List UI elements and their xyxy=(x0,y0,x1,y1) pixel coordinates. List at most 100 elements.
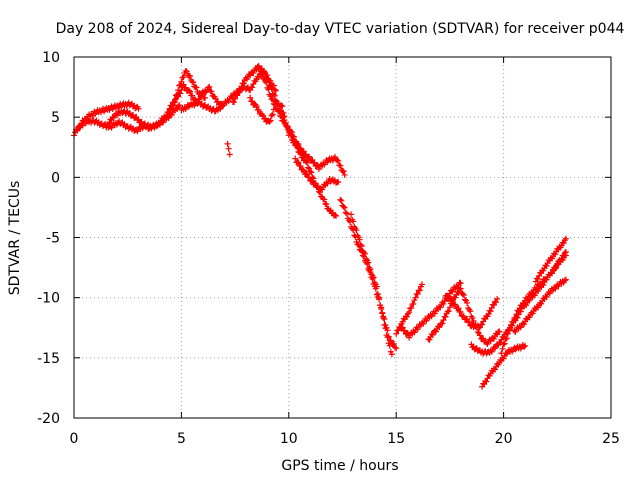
data-point xyxy=(226,151,233,158)
data-point xyxy=(308,169,315,176)
data-point xyxy=(289,129,296,136)
data-point xyxy=(365,259,372,266)
data-point xyxy=(135,116,142,123)
data-point xyxy=(476,332,483,339)
data-point xyxy=(502,336,509,343)
series-arc-4 xyxy=(167,81,226,112)
data-point xyxy=(135,105,142,112)
data-point xyxy=(105,122,112,129)
data-point xyxy=(302,158,309,165)
data-point xyxy=(324,180,331,187)
data-point xyxy=(543,294,550,301)
data-point xyxy=(524,296,531,303)
data-point xyxy=(494,331,501,338)
data-point xyxy=(500,355,507,362)
data-point xyxy=(174,105,181,112)
data-point xyxy=(319,186,326,193)
data-point xyxy=(498,350,505,357)
data-point xyxy=(503,335,510,342)
data-point xyxy=(232,95,239,102)
x-tick-label: 20 xyxy=(495,431,513,447)
data-point xyxy=(388,351,395,358)
data-point xyxy=(175,93,182,100)
data-point xyxy=(406,309,413,316)
data-point xyxy=(439,320,446,327)
series-arc-22 xyxy=(511,276,569,335)
data-point xyxy=(356,236,363,243)
data-point xyxy=(384,334,391,341)
data-point xyxy=(508,322,515,329)
data-point xyxy=(493,299,500,306)
data-point xyxy=(308,177,315,184)
data-point xyxy=(380,314,387,321)
data-point xyxy=(449,297,456,304)
data-point xyxy=(178,86,185,93)
data-point xyxy=(521,321,528,328)
data-point xyxy=(280,109,287,116)
y-tick-label: 5 xyxy=(51,110,60,126)
data-point xyxy=(466,319,473,326)
data-point xyxy=(186,88,193,95)
data-point xyxy=(494,295,501,302)
series-arc-16 xyxy=(397,279,464,341)
data-point xyxy=(464,299,471,306)
data-point xyxy=(348,211,355,218)
data-point xyxy=(452,301,459,308)
data-point xyxy=(186,73,193,80)
axes xyxy=(73,56,612,419)
data-point xyxy=(480,335,487,342)
data-point xyxy=(292,155,299,162)
series-arc-6 xyxy=(224,140,233,158)
data-point xyxy=(358,243,365,250)
data-point xyxy=(467,308,474,315)
data-point xyxy=(374,290,381,297)
data-point xyxy=(338,197,345,204)
data-point xyxy=(381,316,388,323)
data-point xyxy=(305,164,312,171)
data-point xyxy=(189,92,196,99)
data-point xyxy=(307,168,314,175)
data-point xyxy=(208,88,215,95)
data-point xyxy=(264,72,271,79)
data-point xyxy=(401,327,408,334)
data-point xyxy=(445,308,452,315)
data-point xyxy=(304,159,311,166)
data-point xyxy=(543,263,550,270)
data-point xyxy=(271,86,278,93)
data-point xyxy=(297,145,304,152)
data-point xyxy=(464,316,471,323)
data-point xyxy=(278,113,285,120)
data-point xyxy=(276,108,283,115)
data-point xyxy=(500,341,507,348)
data-point xyxy=(182,84,189,91)
series-arc-18 xyxy=(442,292,501,331)
data-point xyxy=(282,120,289,127)
data-point xyxy=(460,313,467,320)
data-point xyxy=(253,103,260,110)
y-axis-label: SDTVAR / TECUs xyxy=(7,181,23,296)
data-point xyxy=(266,118,273,125)
data-point xyxy=(249,98,256,105)
data-point xyxy=(255,107,262,114)
y-tick-label: -10 xyxy=(37,291,60,307)
data-point xyxy=(538,300,545,307)
data-point xyxy=(247,94,254,101)
data-point xyxy=(552,251,559,258)
data-point xyxy=(279,103,286,110)
data-point xyxy=(455,305,462,312)
data-point xyxy=(393,330,400,337)
data-point xyxy=(562,276,569,283)
data-point xyxy=(561,277,568,284)
series-arc-13 xyxy=(337,196,400,352)
data-point xyxy=(271,101,278,108)
data-point xyxy=(496,328,503,335)
data-point xyxy=(263,79,270,86)
data-point xyxy=(529,310,536,317)
data-point xyxy=(370,274,377,281)
series-arc-20 xyxy=(479,341,529,390)
series-arc-15 xyxy=(393,281,425,337)
data-point xyxy=(306,153,313,160)
data-point xyxy=(168,105,175,112)
data-point xyxy=(300,167,307,174)
data-point xyxy=(278,102,285,109)
